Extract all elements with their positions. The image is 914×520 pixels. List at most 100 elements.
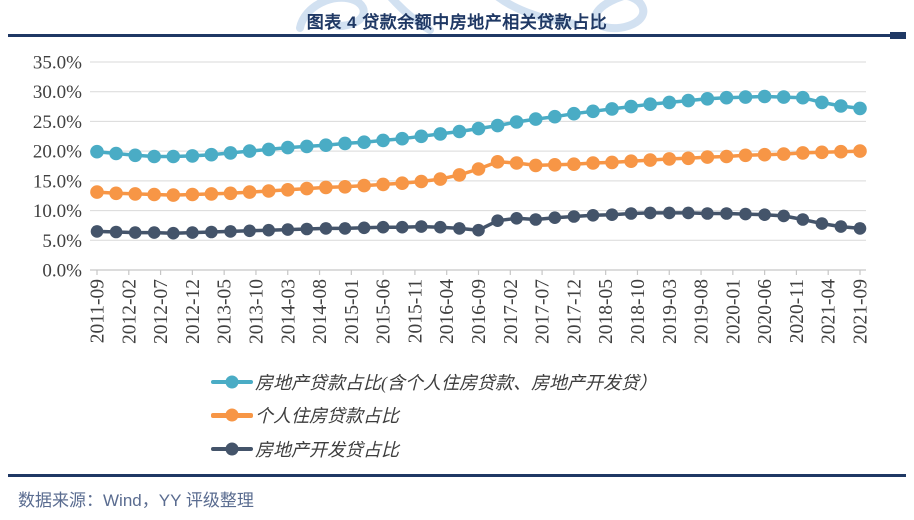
series-development-loan-point <box>147 226 161 239</box>
series-development-loan-point <box>739 207 752 221</box>
legend-label: 房地产贷款占比(含个人住房贷款、房地产开发贷） <box>255 372 657 393</box>
x-axis-label: 2012-02 <box>119 279 140 344</box>
series-development-loan-point <box>796 213 810 226</box>
figure-title: 图表 4 贷款余额中房地产相关贷款占比 <box>306 13 608 32</box>
series-real-estate-total-point <box>261 142 276 157</box>
series-development-loan-point <box>224 225 237 238</box>
legend-item-real-estate-total: 房地产贷款占比(含个人住房贷款、房地产开发贷） <box>211 365 657 399</box>
series-development-loan-point <box>758 208 771 221</box>
series-real-estate-total-point <box>109 146 123 161</box>
title-divider <box>8 34 906 37</box>
series-development-loan-point <box>338 222 352 235</box>
series-development-loan-point <box>281 223 295 236</box>
series-personal-housing-point <box>509 156 524 170</box>
series-personal-housing-point <box>700 150 715 164</box>
y-axis-label: 0.0% <box>42 261 82 282</box>
series-personal-housing-point <box>147 187 161 202</box>
legend-marker-dot <box>225 375 239 389</box>
x-axis-label: 2015-06 <box>374 279 395 344</box>
series-development-loan-point <box>415 220 428 233</box>
series-real-estate-total-point <box>242 144 257 158</box>
series-real-estate-total-point <box>471 121 486 136</box>
x-axis-label: 2016-04 <box>437 279 458 344</box>
series-development-loan-point <box>262 223 276 237</box>
series-real-estate-total-point <box>90 144 104 159</box>
series-real-estate-total-point <box>414 129 429 144</box>
series-personal-housing-point <box>223 186 238 201</box>
x-axis-label: 2018-10 <box>628 279 649 344</box>
series-real-estate-total-point <box>834 99 848 113</box>
line-chart: 0.0% 5.0% 10.0% 15.0% 20.0% 25.0% 30.0% 35.0% 20… <box>33 53 872 345</box>
series-personal-housing-point <box>796 146 810 160</box>
series-personal-housing-point <box>185 187 200 202</box>
series-development-loan-point <box>109 225 123 239</box>
x-axis-label: 2015-11 <box>405 279 426 343</box>
series-personal-housing-point <box>414 174 429 189</box>
series-personal-housing-point <box>586 156 600 170</box>
series-personal-housing-point <box>471 162 486 176</box>
series-real-estate-total-point <box>796 90 810 105</box>
series-development-loan-point <box>643 206 657 220</box>
series-real-estate-total-point <box>681 93 696 108</box>
series-personal-housing-point <box>605 155 619 170</box>
legend-marker-dot <box>225 442 239 456</box>
series-real-estate-total-point <box>719 90 734 105</box>
series-development-loan-point <box>167 226 180 240</box>
series-development-loan-point <box>300 222 314 236</box>
series-personal-housing-point <box>567 157 581 171</box>
series-personal-housing-point <box>300 181 314 196</box>
x-axis-label: 2012-12 <box>183 279 204 344</box>
series-real-estate-total-point <box>643 97 657 111</box>
series-development-loan-point <box>663 206 676 220</box>
series-personal-housing-point <box>815 145 829 160</box>
x-axis-label: 2019-03 <box>660 279 681 344</box>
x-axis-label: 2014-03 <box>278 279 299 344</box>
series-development-loan-point <box>701 207 714 220</box>
x-axis-label: 2017-07 <box>533 279 554 344</box>
series-personal-housing-point <box>548 158 562 172</box>
series-personal-housing-point <box>719 149 734 164</box>
legend-label: 个人住房贷款占比 <box>255 406 399 427</box>
series-development-loan-point <box>376 220 390 234</box>
series-real-estate-total-point <box>490 118 505 133</box>
series-development-loan-point <box>453 222 466 235</box>
series-personal-housing-point <box>738 148 753 163</box>
x-axis-label: 2014-08 <box>310 279 331 344</box>
series-real-estate-total-point <box>528 112 543 126</box>
series-real-estate-total-point <box>281 140 295 155</box>
series-development-loan-point <box>777 209 790 223</box>
series-personal-housing-point <box>776 147 791 161</box>
x-axis-label: 2021-04 <box>819 279 840 344</box>
series-personal-housing-point <box>681 151 696 166</box>
series-personal-housing-point <box>757 147 772 162</box>
legend-label: 房地产开发贷占比 <box>255 439 399 460</box>
series-real-estate-total-point <box>776 90 791 104</box>
series-real-estate-total-point <box>605 102 619 116</box>
series-real-estate-total-point <box>338 136 352 151</box>
series-real-estate-total-point <box>548 109 562 124</box>
series-personal-housing-point <box>452 168 467 182</box>
x-axis-label: 2013-10 <box>246 279 267 344</box>
series-personal-housing-point <box>166 188 181 202</box>
series-development-loan-point <box>682 206 695 220</box>
legend-item-development-loan: 房地产开发贷占比 <box>211 432 657 466</box>
footer-divider <box>8 474 906 477</box>
series-personal-housing-point <box>242 185 257 199</box>
series-real-estate-total-point <box>433 127 448 141</box>
series-development-loan-point <box>815 217 829 230</box>
series-personal-housing-point <box>90 185 104 199</box>
series-real-estate-total-point <box>319 138 333 152</box>
series-personal-housing-point <box>490 155 505 169</box>
series-real-estate-total-point <box>509 115 524 129</box>
x-axis-label: 2017-12 <box>564 279 585 344</box>
y-axis-label: 10.0% <box>33 201 82 222</box>
x-axis-label: 2020-06 <box>755 279 776 344</box>
series-personal-housing-point <box>357 178 371 193</box>
series-real-estate-total-point <box>166 149 181 164</box>
source-note: 数据来源：Wind，YY 评级整理 <box>18 491 254 510</box>
x-axis-label: 2020-01 <box>723 279 744 344</box>
series-real-estate-total-point <box>223 146 238 160</box>
series-real-estate-total-point <box>567 106 581 121</box>
series-personal-housing-point <box>109 186 123 201</box>
